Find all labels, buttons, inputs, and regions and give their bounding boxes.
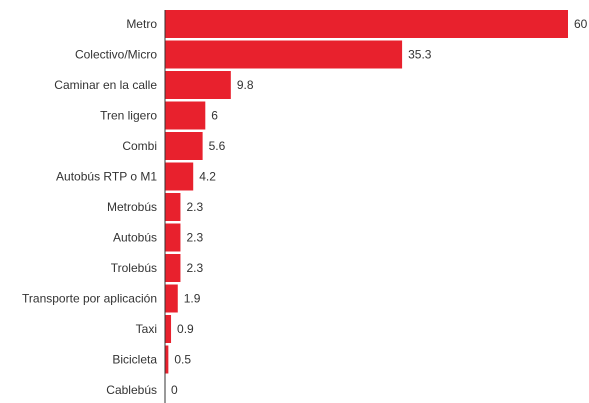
value-labels-group: 60 35.3 9.8 6 5.6 4.2 2.3 2.3 2.3 1.9 0.9 0.5 0 bbox=[171, 17, 588, 397]
bar-metrobus bbox=[165, 193, 181, 221]
value-label-taxi: 0.9 bbox=[177, 322, 194, 336]
value-label-bicicleta: 0.5 bbox=[174, 353, 191, 367]
bar-colectivo-micro bbox=[165, 40, 403, 69]
value-label-combi: 5.6 bbox=[209, 139, 226, 153]
value-label-transporte-por-aplicacion: 1.9 bbox=[184, 292, 201, 306]
category-label-combi: Combi bbox=[122, 139, 157, 153]
category-label-autobus-rtp-o-m1: Autobús RTP o M1 bbox=[56, 170, 157, 184]
category-label-autobus: Autobús bbox=[113, 231, 157, 245]
category-label-colectivo-micro: Colectivo/Micro bbox=[75, 48, 157, 62]
category-label-caminar-en-la-calle: Caminar en la calle bbox=[54, 78, 157, 92]
value-label-trolebus: 2.3 bbox=[186, 261, 203, 275]
value-label-cablebus: 0 bbox=[171, 383, 178, 397]
value-label-metrobus: 2.3 bbox=[186, 200, 203, 214]
category-label-metrobus: Metrobús bbox=[107, 200, 157, 214]
category-label-bicicleta: Bicicleta bbox=[112, 353, 157, 367]
category-label-cablebus: Cablebús bbox=[106, 383, 157, 397]
category-label-taxi: Taxi bbox=[136, 322, 157, 336]
bar-tren-ligero bbox=[165, 101, 206, 130]
bar-bicicleta bbox=[165, 345, 169, 374]
value-label-metro: 60 bbox=[574, 17, 588, 31]
bar-autobus-rtp-o-m1 bbox=[165, 162, 194, 191]
bar-autobus bbox=[165, 223, 181, 252]
category-label-metro: Metro bbox=[126, 17, 157, 31]
bar-taxi bbox=[165, 315, 172, 343]
bar-trolebus bbox=[165, 254, 181, 282]
category-label-tren-ligero: Tren ligero bbox=[100, 109, 157, 123]
category-label-transporte-por-aplicacion: Transporte por aplicación bbox=[22, 292, 157, 306]
value-label-autobus: 2.3 bbox=[186, 231, 203, 245]
value-label-colectivo-micro: 35.3 bbox=[408, 48, 432, 62]
category-labels-group: Metro Colectivo/Micro Caminar en la calle T… bbox=[22, 17, 157, 397]
value-label-caminar-en-la-calle: 9.8 bbox=[237, 78, 254, 92]
value-label-tren-ligero: 6 bbox=[211, 109, 218, 123]
bar-caminar-en-la-calle bbox=[165, 71, 231, 99]
bar-combi bbox=[165, 132, 203, 160]
bars-group bbox=[165, 10, 568, 374]
category-label-trolebus: Trolebús bbox=[111, 261, 157, 275]
bar-metro bbox=[165, 10, 568, 38]
bar-transporte-por-aplicacion bbox=[165, 284, 178, 313]
value-label-autobus-rtp-o-m1: 4.2 bbox=[199, 170, 216, 184]
